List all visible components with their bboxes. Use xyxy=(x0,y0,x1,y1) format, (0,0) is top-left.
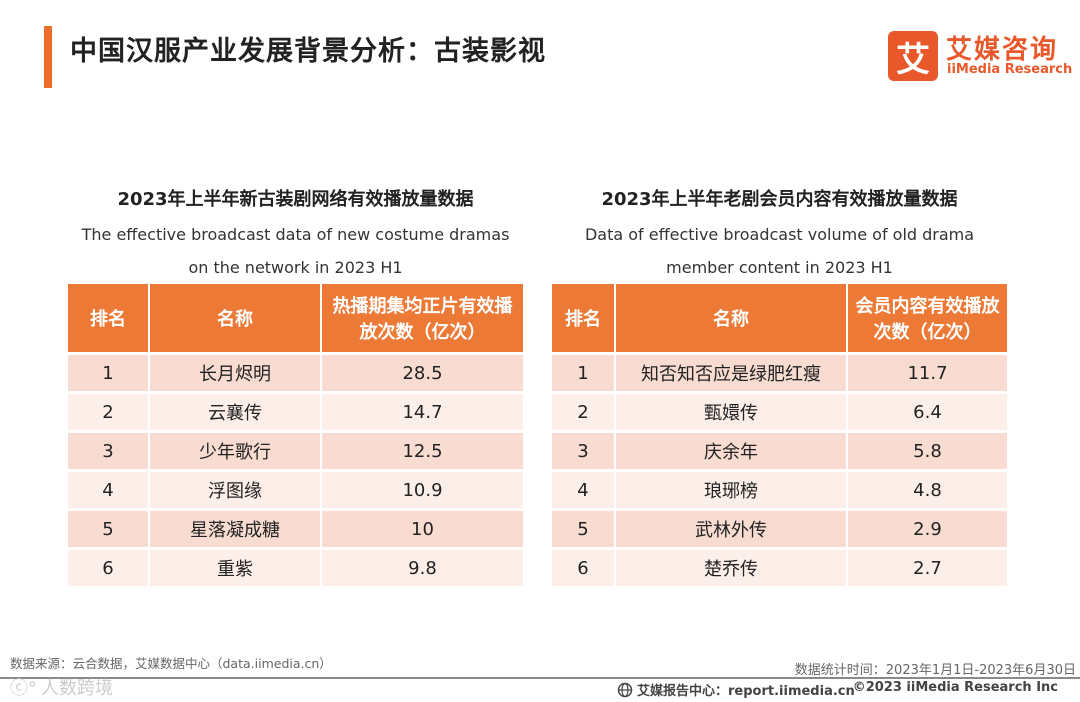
right-table-subtitle-line2: member content in 2023 H1 xyxy=(666,258,893,277)
report-center-text: 艾媒报告中心：report.iimedia.cn xyxy=(637,684,855,699)
col-header-value: 热播期集均正片有效播放次数（亿次） xyxy=(322,284,523,355)
left-table-subtitle-line2: on the network in 2023 H1 xyxy=(188,258,403,277)
iimedia-logo: 艾 艾媒咨询 iiMedia Research xyxy=(888,31,1072,83)
cell-rank: 5 xyxy=(552,511,616,550)
report-center-link[interactable]: 艾媒报告中心：report.iimedia.cn xyxy=(617,680,855,699)
col-header-rank: 排名 xyxy=(552,284,616,355)
table-row: 3 少年歌行 12.5 xyxy=(68,433,523,472)
data-period-note: 数据统计时间：2023年1月1日-2023年6月30日 xyxy=(794,663,1076,678)
cell-rank: 5 xyxy=(68,511,150,550)
table-row: 4 浮图缘 10.9 xyxy=(68,472,523,511)
left-panel: 2023年上半年新古装剧网络有效播放量数据 The effective broa… xyxy=(68,186,523,589)
watermark: ⓒ° 人数跨境 xyxy=(10,674,113,700)
cell-rank: 6 xyxy=(552,550,616,589)
table-row: 4 琅琊榜 4.8 xyxy=(552,472,1007,511)
table-row: 5 武林外传 2.9 xyxy=(552,511,1007,550)
cell-name: 楚乔传 xyxy=(616,550,848,589)
right-panel: 2023年上半年老剧会员内容有效播放量数据 Data of effective … xyxy=(552,186,1007,589)
col-header-name: 名称 xyxy=(616,284,848,355)
col-header-name: 名称 xyxy=(150,284,322,355)
cell-rank: 4 xyxy=(68,472,150,511)
cell-rank: 3 xyxy=(552,433,616,472)
cell-name: 知否知否应是绿肥红瘦 xyxy=(616,355,848,394)
cell-name: 长月烬明 xyxy=(150,355,322,394)
globe-icon xyxy=(617,682,633,697)
col-header-rank: 排名 xyxy=(68,284,150,355)
footer-divider xyxy=(0,677,1080,679)
watermark-text: 人数跨境 xyxy=(41,678,113,699)
cell-name: 星落凝成糖 xyxy=(150,511,322,550)
cell-rank: 1 xyxy=(552,355,616,394)
table-row: 2 甄嬛传 6.4 xyxy=(552,394,1007,433)
table-row: 1 知否知否应是绿肥红瘦 11.7 xyxy=(552,355,1007,394)
cell-rank: 2 xyxy=(68,394,150,433)
right-data-table: 排名 名称 会员内容有效播放次数（亿次） 1 知否知否应是绿肥红瘦 11.7 2… xyxy=(552,284,1007,589)
logo-name-en: iiMedia Research xyxy=(947,62,1073,77)
cell-name: 少年歌行 xyxy=(150,433,322,472)
right-table-subtitle-line1: Data of effective broadcast volume of ol… xyxy=(584,225,975,244)
left-data-table: 排名 名称 热播期集均正片有效播放次数（亿次） 1 长月烬明 28.5 2 云襄… xyxy=(68,284,523,589)
data-source-note: 数据来源：云合数据，艾媒数据中心（data.iimedia.cn） xyxy=(10,656,332,671)
cell-rank: 2 xyxy=(552,394,616,433)
cell-value: 9.8 xyxy=(322,550,523,589)
cell-name: 云襄传 xyxy=(150,394,322,433)
left-table-title: 2023年上半年新古装剧网络有效播放量数据 xyxy=(117,189,474,210)
title-accent-bar xyxy=(44,26,52,88)
cell-value: 12.5 xyxy=(322,433,523,472)
table-row: 6 重紫 9.8 xyxy=(68,550,523,589)
cell-name: 重紫 xyxy=(150,550,322,589)
cell-name: 琅琊榜 xyxy=(616,472,848,511)
cell-value: 10.9 xyxy=(322,472,523,511)
cell-name: 庆余年 xyxy=(616,433,848,472)
table-row: 1 长月烬明 28.5 xyxy=(68,355,523,394)
page-title: 中国汉服产业发展背景分析：古装影视 xyxy=(70,36,546,67)
cell-rank: 6 xyxy=(68,550,150,589)
cell-value: 2.7 xyxy=(848,550,1007,589)
cell-value: 4.8 xyxy=(848,472,1007,511)
col-header-value: 会员内容有效播放次数（亿次） xyxy=(848,284,1007,355)
cell-rank: 4 xyxy=(552,472,616,511)
table-row: 3 庆余年 5.8 xyxy=(552,433,1007,472)
right-table-title: 2023年上半年老剧会员内容有效播放量数据 xyxy=(601,189,958,210)
copyright: ©2023 iiMedia Research Inc xyxy=(852,680,1058,695)
cell-value: 11.7 xyxy=(848,355,1007,394)
left-table-subtitle-line1: The effective broadcast data of new cost… xyxy=(81,225,510,244)
cell-rank: 3 xyxy=(68,433,150,472)
table-row: 2 云襄传 14.7 xyxy=(68,394,523,433)
cell-name: 武林外传 xyxy=(616,511,848,550)
logo-mark: 艾 xyxy=(888,31,938,81)
table-row: 5 星落凝成糖 10 xyxy=(68,511,523,550)
table-row: 6 楚乔传 2.7 xyxy=(552,550,1007,589)
logo-name-cn: 艾媒咨询 xyxy=(946,35,1059,65)
cell-name: 甄嬛传 xyxy=(616,394,848,433)
cell-value: 28.5 xyxy=(322,355,523,394)
cell-rank: 1 xyxy=(68,355,150,394)
cell-value: 6.4 xyxy=(848,394,1007,433)
watermark-logo-icon: ⓒ° xyxy=(10,678,37,699)
cell-name: 浮图缘 xyxy=(150,472,322,511)
cell-value: 5.8 xyxy=(848,433,1007,472)
cell-value: 10 xyxy=(322,511,523,550)
cell-value: 2.9 xyxy=(848,511,1007,550)
cell-value: 14.7 xyxy=(322,394,523,433)
